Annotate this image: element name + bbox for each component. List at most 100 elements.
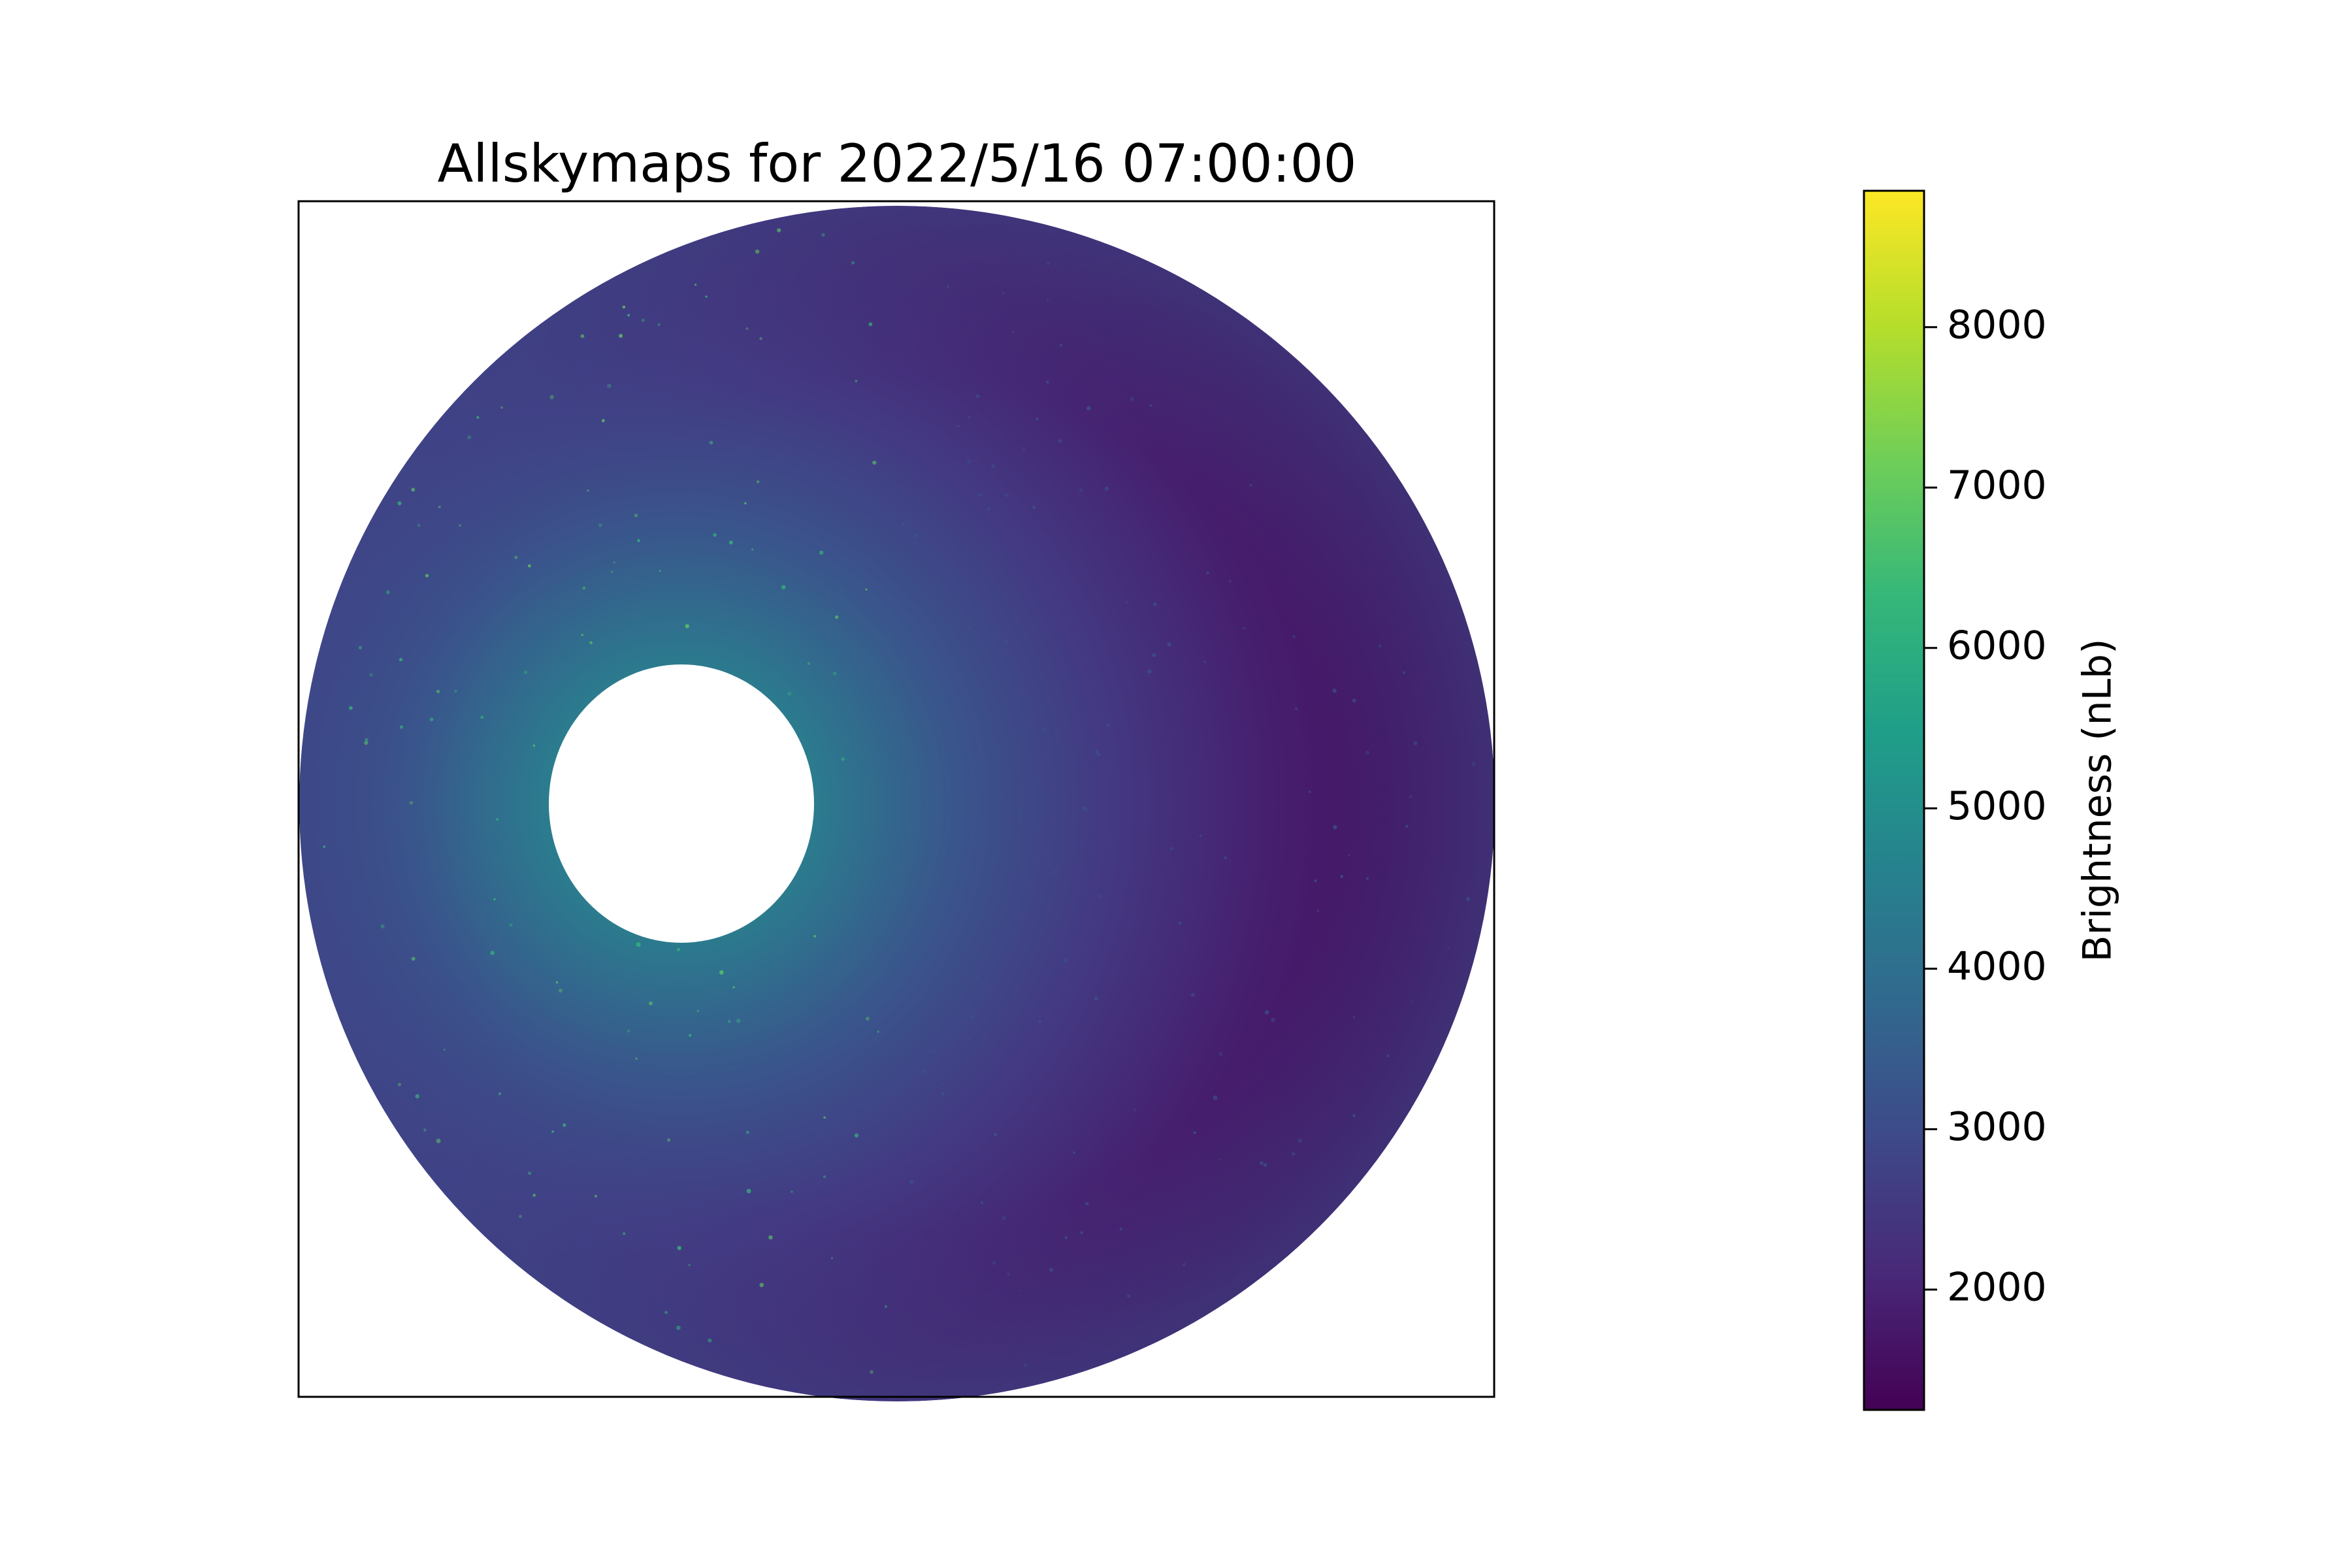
star-speck [1046, 380, 1049, 384]
star-speck [611, 570, 613, 573]
star-speck [713, 533, 717, 537]
star-speck [807, 662, 811, 665]
masked-moon-region [549, 664, 814, 943]
star-speck [1079, 488, 1083, 493]
star-speck [429, 717, 434, 722]
star-speck [781, 585, 786, 590]
star-speck [1001, 1216, 1006, 1220]
star-speck [417, 523, 421, 527]
colorbar-label: Brightness (nLb) [2075, 638, 2121, 962]
star-speck [385, 590, 390, 595]
star-speck [1147, 669, 1152, 674]
star-speck [1007, 1272, 1010, 1276]
star-speck [397, 501, 402, 506]
star-speck [380, 924, 385, 928]
star-speck [884, 1305, 887, 1308]
star-speck [1012, 331, 1015, 334]
colorbar: 2000 3000 4000 5000 6000 7000 8000 Brightness … [1863, 189, 2121, 1411]
star-speck [870, 1370, 874, 1374]
star-speck [1199, 834, 1202, 838]
star-speck [580, 334, 585, 338]
star-speck [641, 318, 645, 322]
star-speck [1405, 825, 1409, 828]
star-speck [1218, 1051, 1223, 1056]
star-speck [705, 295, 708, 298]
star-speck [835, 615, 839, 619]
star-speck [1294, 707, 1298, 710]
star-speck [941, 1083, 945, 1086]
star-speck [476, 416, 480, 419]
star-speck [532, 744, 536, 747]
star-speck [961, 949, 964, 953]
star-speck [688, 1264, 691, 1267]
star-speck [1193, 1131, 1196, 1134]
star-speck [495, 817, 499, 821]
star-speck [855, 380, 858, 383]
star-speck [1037, 855, 1040, 858]
star-speck [819, 550, 824, 555]
star-speck [1271, 1017, 1275, 1022]
star-speck [1249, 483, 1252, 487]
star-speck [841, 757, 845, 761]
star-speck [865, 1017, 870, 1021]
star-speck [1206, 571, 1209, 575]
axes-frame [297, 200, 1495, 1398]
colorbar-gradient [1864, 191, 1924, 1410]
star-speck [865, 588, 868, 591]
star-speck [914, 969, 918, 973]
star-speck [1292, 1152, 1296, 1156]
star-speck [980, 1201, 983, 1204]
star-speck [1183, 1263, 1186, 1267]
star-speck [1004, 639, 1008, 642]
star-speck [438, 505, 441, 509]
star-speck [623, 1232, 626, 1235]
star-speck [975, 975, 979, 979]
star-speck [968, 1037, 970, 1040]
star-speck [637, 539, 640, 542]
star-speck [1094, 996, 1098, 1001]
star-speck [759, 336, 762, 340]
star-speck [528, 1171, 532, 1175]
star-speck [613, 561, 615, 564]
star-speck [1036, 417, 1039, 421]
star-speck [443, 1048, 446, 1051]
star-speck [1063, 958, 1068, 963]
star-speck [411, 487, 416, 492]
star-speck [1264, 1010, 1269, 1015]
star-speck [1348, 854, 1350, 857]
star-speck [636, 942, 641, 947]
star-speck [425, 574, 429, 578]
star-speck [1038, 1020, 1042, 1023]
star-speck [549, 395, 554, 400]
star-speck [1263, 1163, 1267, 1168]
star-speck [676, 1325, 681, 1330]
star-speck [1378, 644, 1382, 648]
star-speck [791, 1190, 793, 1193]
star-speck [607, 384, 612, 388]
star-speck [1127, 1294, 1130, 1298]
star-speck [1097, 893, 1102, 898]
star-speck [598, 523, 602, 527]
star-speck [751, 548, 754, 551]
star-speck [967, 625, 972, 629]
star-speck [323, 845, 326, 848]
star-speck [689, 1034, 692, 1037]
star-speck [667, 1138, 671, 1142]
star-speck [755, 249, 760, 254]
star-speck [490, 951, 495, 955]
star-speck [719, 970, 724, 975]
star-speck [622, 305, 626, 309]
star-speck [1218, 1158, 1220, 1161]
star-speck [1080, 1231, 1084, 1235]
star-speck [1130, 397, 1135, 402]
star-speck [821, 233, 825, 237]
colorbar-tick-label: 4000 [1947, 943, 2047, 989]
star-speck [514, 555, 518, 559]
colorbar-frame [1863, 189, 1925, 1411]
star-speck [1022, 448, 1026, 451]
star-speck [1023, 1364, 1027, 1367]
star-speck [558, 988, 563, 993]
star-speck [977, 493, 982, 497]
star-speck [696, 1009, 700, 1013]
star-speck [1260, 1161, 1264, 1165]
